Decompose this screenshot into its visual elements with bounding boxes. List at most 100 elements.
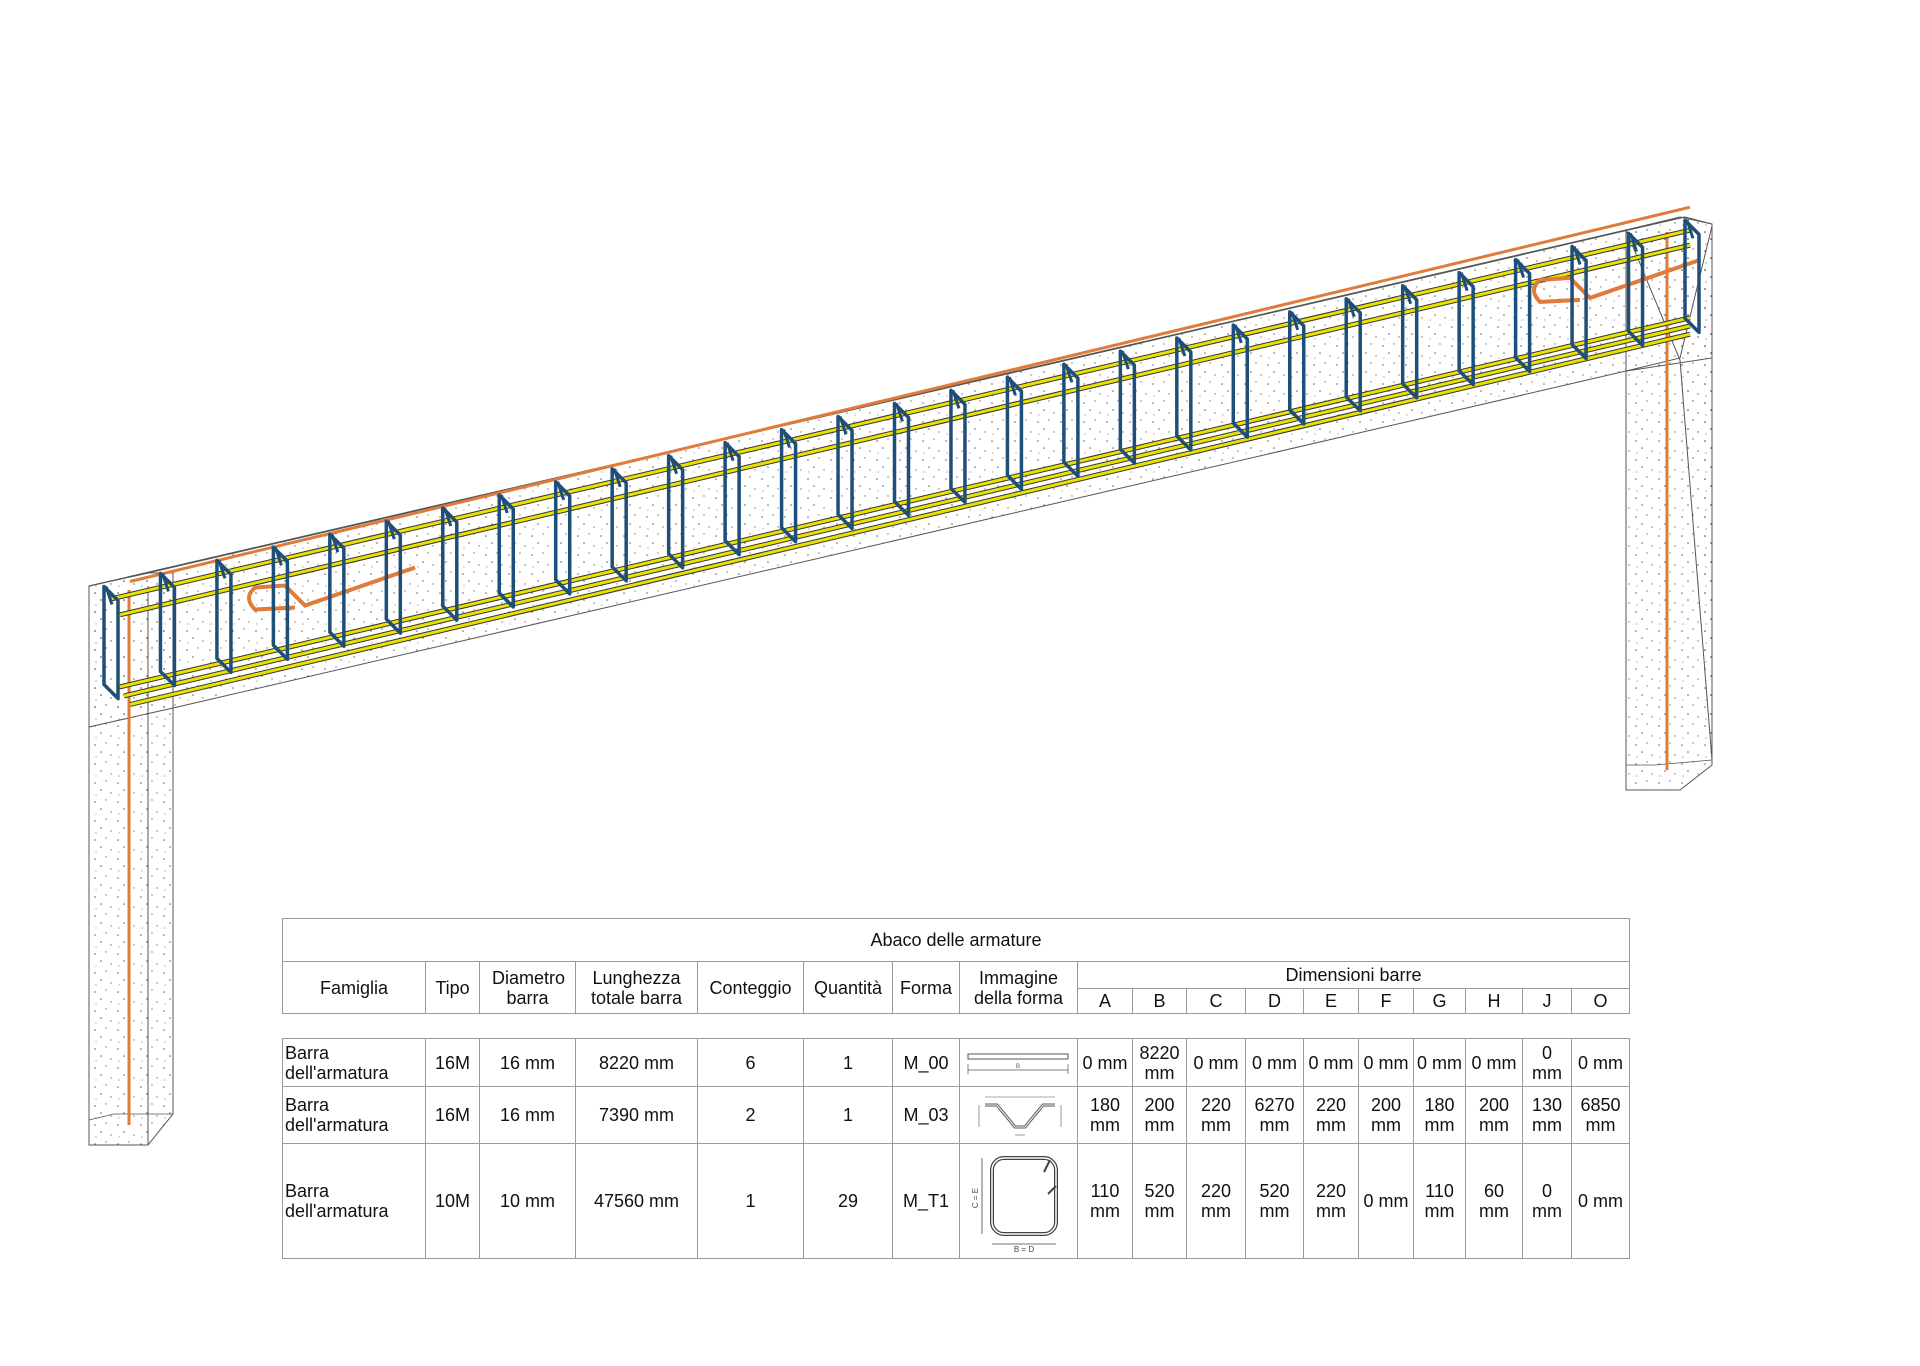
stirrup [779, 427, 798, 544]
left-column-base-edge [88, 1113, 173, 1121]
cell-conteggio: 2 [697, 1086, 804, 1144]
cell-dim-o: 0 mm [1570, 1038, 1631, 1087]
stirrup-hook [838, 416, 848, 435]
cell-diametro: 16 mm [479, 1086, 576, 1144]
stirrup-hook [1064, 363, 1074, 383]
stirrup [1062, 362, 1080, 478]
header-dim-h: H [1465, 988, 1523, 1014]
stirrup-hook [556, 481, 566, 501]
svg-text:C = E: C = E [971, 1188, 980, 1208]
stirrup [836, 414, 854, 531]
table-row: Barra dell'armatura 10M 10 mm 47560 mm 1 29 M_… [282, 1143, 1631, 1259]
cell-dim-b: 200 mm [1132, 1086, 1187, 1144]
stirrup-hook [499, 494, 509, 514]
stirrup-hook [1685, 219, 1695, 239]
bent-bar-hook [1532, 258, 1701, 304]
table-row: Barra dell'armatura 16M 16 mm 7390 mm 2 1 M_03… [282, 1086, 1631, 1144]
cell-dim-h: 200 mm [1465, 1086, 1523, 1144]
cell-dim-f: 0 mm [1358, 1143, 1414, 1259]
header-dim-c: C [1186, 988, 1246, 1014]
stirrup-hook [104, 586, 114, 606]
closed-stirrup-shape-icon: C = E B = D [971, 1156, 1058, 1254]
header-dim-a: A [1077, 988, 1133, 1014]
cell-dim-a: 180 mm [1077, 1086, 1133, 1144]
stirrup-hook [386, 520, 396, 540]
stirrup-hook [443, 507, 453, 527]
stirrup [1570, 244, 1588, 361]
stirrup-hook [612, 468, 622, 488]
header-diametro: Diametro barra [479, 961, 576, 1014]
stirrup-hook [1177, 337, 1187, 357]
cell-diametro: 10 mm [479, 1143, 576, 1259]
stirrup [215, 558, 233, 675]
cell-dim-d: 520 mm [1245, 1143, 1304, 1259]
header-dim-g: G [1413, 988, 1466, 1014]
stirrup-hook [782, 429, 791, 449]
stirrup-hook [951, 389, 961, 409]
cell-famiglia: Barra dell'armatura [282, 1038, 426, 1087]
cell-dim-c: 220 mm [1186, 1143, 1246, 1259]
straight-bar-shape-icon: B [967, 1053, 1068, 1074]
cell-dim-e: 0 mm [1303, 1038, 1359, 1087]
svg-text:B = D: B = D [1013, 1245, 1033, 1254]
cell-conteggio: 1 [697, 1143, 804, 1259]
cell-quantita: 29 [803, 1143, 893, 1259]
stirrup [441, 506, 459, 622]
cell-dim-d: 0 mm [1245, 1038, 1304, 1087]
header-immagine: Immagine della forma [959, 961, 1078, 1014]
cell-dim-j: 0 mm [1522, 1038, 1572, 1087]
stirrup [328, 532, 346, 648]
stirrup-hook [161, 572, 170, 592]
cell-conteggio: 6 [697, 1038, 804, 1087]
cell-tipo: 16M [425, 1038, 480, 1087]
top-bar [129, 205, 1691, 583]
stirrup [1175, 336, 1193, 452]
cell-dim-o: 0 mm [1570, 1143, 1631, 1259]
stirrups [102, 218, 1701, 701]
stirrup-hook [1120, 350, 1130, 370]
header-famiglia: Famiglia [282, 961, 426, 1014]
cell-dim-j: 0 mm [1522, 1143, 1572, 1259]
stirrup [1231, 323, 1250, 439]
longitudinal-bar [117, 316, 1691, 689]
cell-lunghezza: 8220 mm [575, 1038, 698, 1087]
bent-up-bar-shape-icon [978, 1096, 1061, 1136]
cell-forma: M_03 [892, 1086, 960, 1144]
cell-dim-f: 0 mm [1358, 1038, 1414, 1087]
header-dim-b: B [1132, 988, 1187, 1014]
rebar-schedule-table: Abaco delle armature Famiglia Tipo Diame… [281, 918, 1631, 1259]
cell-dim-j: 130 mm [1522, 1086, 1572, 1144]
cell-dim-g: 0 mm [1413, 1038, 1466, 1087]
cell-dim-h: 0 mm [1465, 1038, 1523, 1087]
stirrup-hook [1290, 311, 1300, 331]
stirrup [158, 571, 177, 688]
cell-dim-c: 220 mm [1186, 1086, 1246, 1144]
header-dimensioni: Dimensioni barre [1076, 961, 1631, 989]
stirrup [1626, 231, 1645, 348]
cell-quantita: 1 [803, 1086, 893, 1144]
stirrup [723, 440, 741, 557]
cell-dim-d: 6270 mm [1245, 1086, 1304, 1144]
header-dim-e: E [1303, 988, 1359, 1014]
cell-lunghezza: 47560 mm [575, 1143, 698, 1259]
stirrup-hook [1629, 232, 1638, 252]
cell-dim-h: 60 mm [1465, 1143, 1523, 1259]
stirrup [1288, 310, 1306, 426]
cell-dim-a: 0 mm [1077, 1038, 1133, 1087]
cell-quantita: 1 [803, 1038, 893, 1087]
cell-dim-f: 200 mm [1358, 1086, 1414, 1144]
longitudinal-bar [119, 243, 1691, 617]
cell-dim-b: 520 mm [1132, 1143, 1187, 1259]
stirrup-hook [895, 402, 904, 422]
stirrup [892, 401, 911, 518]
right-column-base-edge [1626, 759, 1713, 766]
cell-famiglia: Barra dell'armatura [282, 1086, 426, 1144]
stirrup-hook [273, 546, 283, 566]
cell-dim-b: 8220 mm [1132, 1038, 1187, 1087]
header-lunghezza: Lunghezza totale barra [575, 961, 698, 1014]
header-dim-o: O [1570, 988, 1631, 1014]
stirrup [1344, 297, 1362, 413]
cell-dim-e: 220 mm [1303, 1086, 1359, 1144]
bent-up-bar-shape-icon [959, 1086, 1078, 1144]
